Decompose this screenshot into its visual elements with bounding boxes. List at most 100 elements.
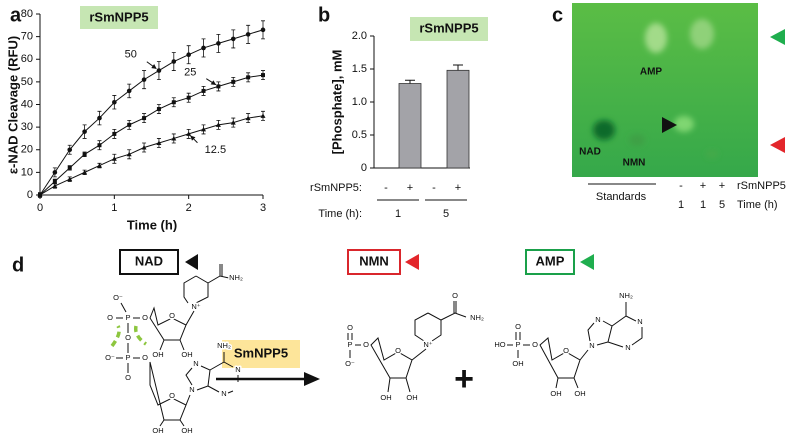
atom-label: NH₂ xyxy=(470,313,484,322)
marker xyxy=(171,135,177,141)
lane-time: 5 xyxy=(719,199,725,211)
marker xyxy=(112,131,117,136)
atom-label: OH xyxy=(574,389,585,398)
marker xyxy=(67,176,73,182)
atom-label: OH xyxy=(406,393,417,402)
marker xyxy=(97,115,102,121)
lane-treatment: - xyxy=(679,180,683,192)
bar xyxy=(446,69,470,169)
marker xyxy=(186,131,192,136)
y-tick-label: 0.5 xyxy=(352,129,367,141)
y-tick-label: 10 xyxy=(21,166,33,178)
y-tick-label: 80 xyxy=(21,8,33,20)
atom-label: OH xyxy=(550,389,561,398)
atom-label: OH xyxy=(380,393,391,402)
badge-text: rSmNPP5 xyxy=(419,20,478,35)
annotation-arrow xyxy=(190,135,198,144)
atom-label: O⁻ xyxy=(345,359,355,368)
atom-label: O xyxy=(169,391,175,400)
badge-text: rSmNPP5 xyxy=(89,9,148,24)
marker xyxy=(186,52,191,58)
badge xyxy=(80,6,158,29)
marker xyxy=(201,45,206,51)
substrate-label: NAD xyxy=(135,253,163,268)
atom-label: O xyxy=(532,340,538,349)
y-tick-label: 50 xyxy=(21,76,33,88)
marker xyxy=(126,151,132,157)
atom-label: N xyxy=(235,365,240,374)
y-tick-label: 1.0 xyxy=(352,96,367,108)
y-tick-label: 0 xyxy=(27,189,33,201)
atom-label: O⁻ xyxy=(113,293,123,302)
y-tick-label: 70 xyxy=(21,31,33,43)
marker xyxy=(156,68,162,73)
atom-label: O xyxy=(169,311,175,320)
atom-label: N xyxy=(637,317,642,326)
marker xyxy=(52,170,58,175)
row-label: Time (h): xyxy=(318,208,362,220)
plus-sign: + xyxy=(454,360,474,398)
category-label: - xyxy=(432,182,436,194)
error-bar xyxy=(405,79,415,84)
marker xyxy=(171,59,177,64)
atom-label: OH xyxy=(152,426,163,435)
atom-label: O xyxy=(363,340,369,349)
marker-arrow xyxy=(770,29,785,45)
marker xyxy=(230,36,236,42)
panel-label: d xyxy=(12,254,24,276)
atom-label: NH₂ xyxy=(619,291,633,300)
marker xyxy=(82,129,87,134)
marker xyxy=(260,113,266,118)
series-label: 12.5 xyxy=(205,144,226,156)
panel-label: a xyxy=(10,4,22,26)
y-tick-label: 1.5 xyxy=(352,63,367,75)
atom-label: OH xyxy=(181,426,192,435)
group-label: 5 xyxy=(443,208,449,220)
marker xyxy=(141,77,147,82)
marker xyxy=(260,27,266,33)
atom-label: N xyxy=(193,359,198,368)
marker-arrow xyxy=(405,254,419,270)
marker xyxy=(246,75,251,80)
marker xyxy=(201,88,206,93)
atom-label: N xyxy=(589,341,594,350)
y-tick-label: 0 xyxy=(361,162,367,174)
x-tick-label: 1 xyxy=(111,202,117,214)
marker xyxy=(112,99,117,105)
enzyme-label: SmNPP5 xyxy=(234,345,288,360)
bar xyxy=(398,83,422,169)
x-tick-label: 3 xyxy=(260,202,266,214)
category-label: + xyxy=(455,182,461,194)
marker xyxy=(82,152,87,157)
atom-label: O xyxy=(515,322,521,331)
panel-label: b xyxy=(318,4,330,26)
atom-label: O xyxy=(125,373,131,382)
atom-label: O xyxy=(125,333,131,342)
product-label: NMN xyxy=(359,253,389,268)
atom-label: O xyxy=(563,346,569,355)
treatment-label: rSmNPP5 xyxy=(737,180,786,192)
y-tick-label: 40 xyxy=(21,98,33,110)
marker xyxy=(142,116,147,121)
series-line xyxy=(39,29,264,196)
atom-label: O xyxy=(107,313,113,322)
atom-label: P xyxy=(125,313,130,322)
marker xyxy=(261,73,265,78)
atom-label: N xyxy=(625,343,630,352)
marker xyxy=(156,140,162,145)
marker xyxy=(141,144,147,150)
amp-structure xyxy=(507,302,643,389)
y-axis-label: ε-NAD Cleavage (RFU) xyxy=(5,36,20,174)
marker xyxy=(96,163,102,168)
marker-arrow xyxy=(580,254,594,270)
marker-arrow xyxy=(185,254,198,270)
atom-label: N xyxy=(189,385,194,394)
nad-structure xyxy=(116,264,239,427)
band-label: NAD xyxy=(579,147,601,158)
band-label: AMP xyxy=(640,67,663,78)
badge xyxy=(410,17,488,41)
series-line xyxy=(39,74,264,196)
atom-label: O xyxy=(347,323,353,332)
x-tick-label: 2 xyxy=(186,202,192,214)
marker xyxy=(245,115,251,121)
